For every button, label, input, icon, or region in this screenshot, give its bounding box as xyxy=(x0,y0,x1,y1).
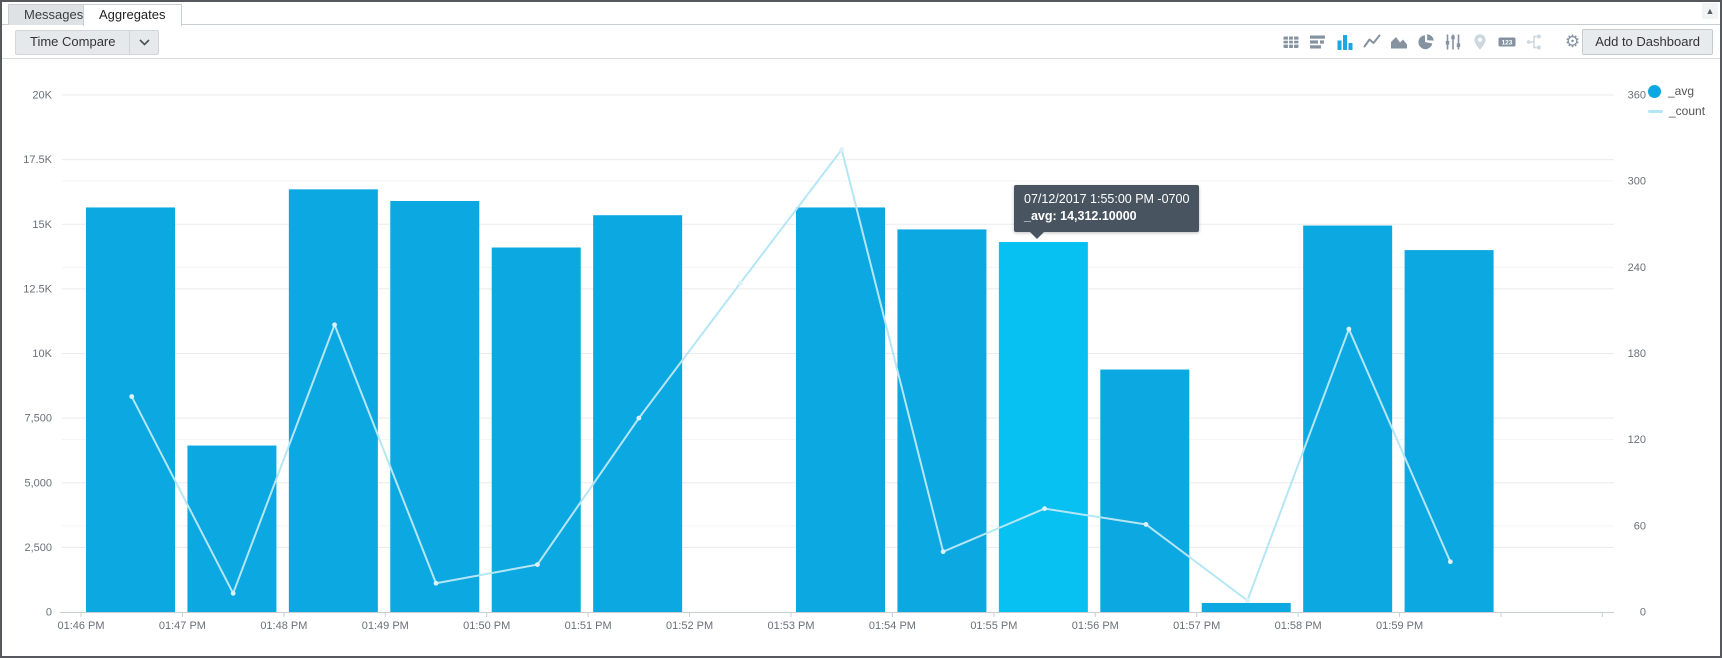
flow-chart-icon[interactable] xyxy=(1520,30,1547,54)
add-to-dashboard-button[interactable]: Add to Dashboard xyxy=(1582,29,1713,55)
count-line-point[interactable] xyxy=(1346,326,1352,332)
x-axis-label: 01:51 PM xyxy=(565,620,612,632)
x-axis-label: 01:56 PM xyxy=(1072,620,1119,632)
y-axis-label-right: 120 xyxy=(1628,434,1646,446)
bar-01-57-PM[interactable] xyxy=(1201,602,1291,612)
svg-text:123: 123 xyxy=(1501,39,1512,46)
table-chart-icon[interactable] xyxy=(1277,30,1304,54)
count-line-point[interactable] xyxy=(940,549,946,555)
pie-chart-icon[interactable] xyxy=(1412,30,1439,54)
bar-01-48-PM[interactable] xyxy=(288,189,378,613)
x-axis-label: 01:49 PM xyxy=(362,620,409,632)
tooltip-value: _avg: 14,312.10000 xyxy=(1024,209,1137,223)
legend-avg-marker xyxy=(1648,84,1661,98)
x-axis-label: 01:46 PM xyxy=(57,620,104,632)
number-chart-icon[interactable]: 123 xyxy=(1493,30,1520,54)
chart-tooltip: 07/12/2017 1:55:00 PM -0700 _avg: 14,312… xyxy=(1014,185,1200,239)
y-axis-label-left: 17.5K xyxy=(23,154,52,166)
count-line-point[interactable] xyxy=(1042,506,1047,511)
y-axis-label-right: 360 xyxy=(1628,90,1646,102)
bar-01-50-PM[interactable] xyxy=(491,247,581,612)
tooltip-timestamp: 07/12/2017 1:55:00 PM -0700 xyxy=(1024,192,1190,206)
legend-count-marker xyxy=(1648,109,1663,113)
bar-01-56-PM[interactable] xyxy=(1100,369,1190,612)
y-axis-label-right: 240 xyxy=(1628,262,1646,274)
chart-toolbar: Time Compare 123 xyxy=(2,25,1720,59)
settings-gear-icon[interactable]: ⚙ xyxy=(1564,32,1581,52)
tab-bar-divider xyxy=(2,24,1720,25)
y-axis-label-left: 12.5K xyxy=(23,283,52,295)
count-line-point[interactable] xyxy=(1447,559,1453,565)
line-chart-icon[interactable] xyxy=(1358,30,1385,54)
x-axis-label: 01:55 PM xyxy=(970,620,1017,632)
count-line-point[interactable] xyxy=(433,580,439,586)
area-chart-icon[interactable] xyxy=(1385,30,1412,54)
count-line-point[interactable] xyxy=(332,322,337,328)
y-axis-label-left: 5,000 xyxy=(24,477,52,489)
legend-item-avg[interactable]: _avg xyxy=(1648,81,1705,101)
count-line-point[interactable] xyxy=(1143,521,1149,527)
count-line-point[interactable] xyxy=(1245,598,1250,603)
y-axis-label-right: 180 xyxy=(1628,348,1646,360)
count-line xyxy=(130,148,1452,602)
count-line-point[interactable] xyxy=(129,394,135,399)
x-axis-label: 01:47 PM xyxy=(159,620,206,632)
bar-01-51-PM[interactable] xyxy=(593,215,683,612)
scroll-up-icon[interactable]: ▲ xyxy=(1702,3,1718,19)
y-axis-label-right: 60 xyxy=(1634,520,1646,532)
count-line-point[interactable] xyxy=(839,147,845,152)
y-axis-label-right: 0 xyxy=(1640,607,1646,619)
count-line-point[interactable] xyxy=(230,590,236,596)
count-line-point[interactable] xyxy=(737,280,743,286)
chart-legend: _avg _count xyxy=(1648,81,1705,121)
chevron-down-icon[interactable] xyxy=(129,31,158,54)
sliders-icon[interactable] xyxy=(1439,30,1466,54)
bar-01-46-PM[interactable] xyxy=(86,207,175,612)
map-pin-icon[interactable] xyxy=(1466,30,1493,54)
bar-01-58-PM[interactable] xyxy=(1303,225,1393,613)
y-axis-label-right: 300 xyxy=(1628,176,1646,188)
y-axis-label-left: 10K xyxy=(32,348,52,360)
time-compare-label: Time Compare xyxy=(30,34,116,49)
tab-aggregates[interactable]: Aggregates xyxy=(83,4,182,26)
x-axis-label: 01:59 PM xyxy=(1376,620,1423,632)
y-axis-label-left: 20K xyxy=(32,90,52,102)
legend-avg-label: _avg xyxy=(1668,84,1695,98)
x-axis-label: 01:48 PM xyxy=(260,620,307,632)
y-axis-label-left: 2,500 xyxy=(24,542,52,554)
bar-01-49-PM[interactable] xyxy=(390,200,480,613)
time-compare-dropdown[interactable]: Time Compare xyxy=(15,30,160,55)
bar-01-59-PM[interactable] xyxy=(1404,250,1494,612)
y-axis-label-left: 0 xyxy=(46,607,52,619)
bar-01-47-PM[interactable] xyxy=(187,445,277,612)
y-axis-label-left: 7,500 xyxy=(24,413,52,425)
x-axis-label: 01:57 PM xyxy=(1173,620,1220,632)
x-axis-label: 01:58 PM xyxy=(1275,620,1322,632)
count-line-point[interactable] xyxy=(636,415,642,421)
legend-item-count[interactable]: _count xyxy=(1648,101,1705,121)
x-axis-label: 01:53 PM xyxy=(767,620,814,632)
y-axis-label-left: 15K xyxy=(32,219,52,231)
row-chart-icon[interactable] xyxy=(1304,30,1331,54)
bar-01-53-PM[interactable] xyxy=(796,207,886,612)
x-axis-label: 01:52 PM xyxy=(666,620,713,632)
legend-count-label: _count xyxy=(1669,104,1706,118)
tab-bar: Messages Aggregates ▲ xyxy=(2,2,1720,26)
bar-chart-icon[interactable] xyxy=(1331,30,1358,54)
count-line-point[interactable] xyxy=(535,562,540,568)
bar-01-55-PM[interactable] xyxy=(998,242,1088,612)
tab-messages[interactable]: Messages xyxy=(8,4,100,25)
x-axis-label: 01:50 PM xyxy=(463,620,510,632)
x-axis-label: 01:54 PM xyxy=(869,620,916,632)
chart-type-icon-row: 123 ⚙ xyxy=(1277,30,1586,54)
